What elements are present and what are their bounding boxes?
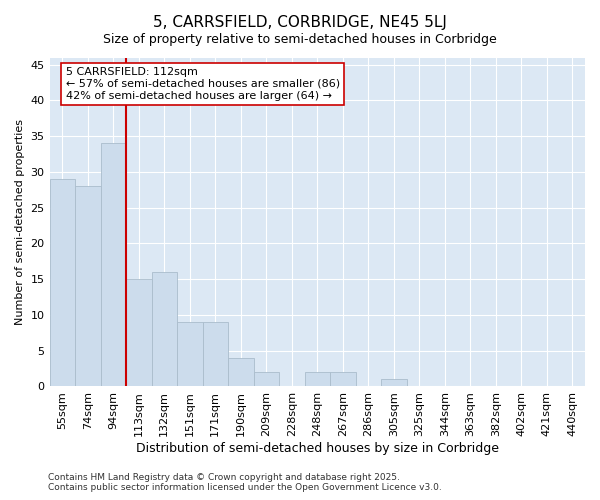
- Text: Contains HM Land Registry data © Crown copyright and database right 2025.
Contai: Contains HM Land Registry data © Crown c…: [48, 473, 442, 492]
- Text: 5 CARRSFIELD: 112sqm
← 57% of semi-detached houses are smaller (86)
42% of semi-: 5 CARRSFIELD: 112sqm ← 57% of semi-detac…: [65, 68, 340, 100]
- Bar: [75, 186, 101, 386]
- Bar: [228, 358, 254, 386]
- Bar: [203, 322, 228, 386]
- Bar: [254, 372, 279, 386]
- Y-axis label: Number of semi-detached properties: Number of semi-detached properties: [15, 119, 25, 325]
- Bar: [381, 380, 407, 386]
- Bar: [177, 322, 203, 386]
- Bar: [126, 279, 152, 386]
- Bar: [50, 179, 75, 386]
- X-axis label: Distribution of semi-detached houses by size in Corbridge: Distribution of semi-detached houses by …: [136, 442, 499, 455]
- Bar: [101, 144, 126, 386]
- Text: Size of property relative to semi-detached houses in Corbridge: Size of property relative to semi-detach…: [103, 32, 497, 46]
- Bar: [305, 372, 330, 386]
- Text: 5, CARRSFIELD, CORBRIDGE, NE45 5LJ: 5, CARRSFIELD, CORBRIDGE, NE45 5LJ: [153, 15, 447, 30]
- Bar: [330, 372, 356, 386]
- Bar: [152, 272, 177, 386]
